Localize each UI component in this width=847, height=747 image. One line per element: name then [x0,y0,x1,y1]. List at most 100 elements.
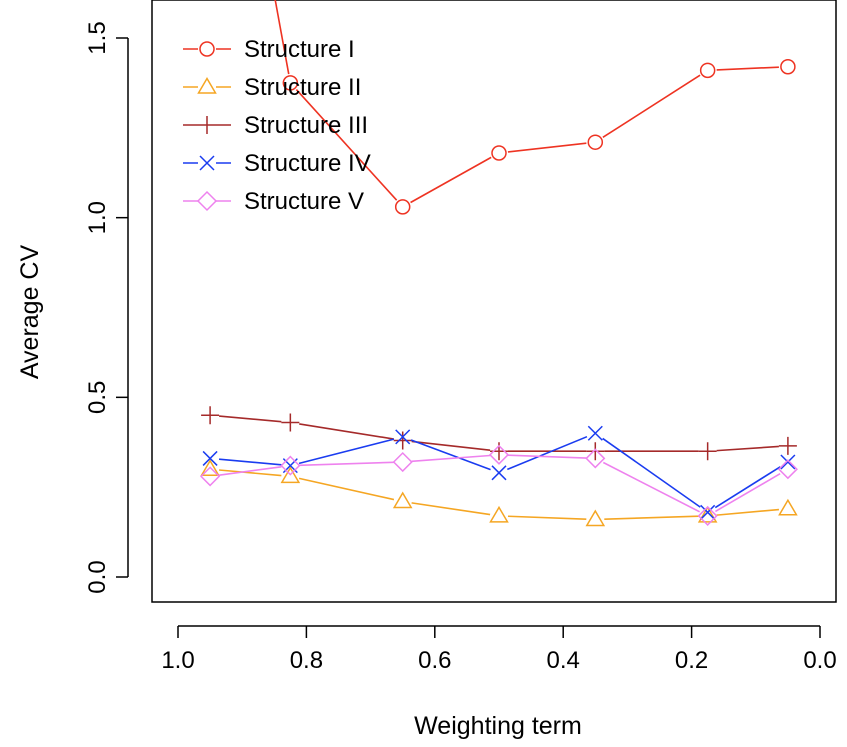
data-point [201,406,220,425]
legend-label: Structure IV [244,150,371,177]
data-point [777,459,798,480]
series-line-segment [507,435,588,471]
legend-item-5: Structure V [183,188,364,215]
data-point [491,465,507,481]
series-line-segment [602,74,701,139]
data-point [394,199,411,215]
series-line-segment [218,469,282,477]
data-point [395,429,411,445]
legend-item-4: Structure IV [183,150,371,177]
data-point [780,454,796,470]
series-line-segment [218,415,282,423]
data-point [778,436,797,455]
y-tick-label: 1.0 [84,201,111,234]
plot-frame [151,0,837,603]
data-point [585,509,606,527]
series-layer [200,0,798,527]
series-line-segment [714,466,781,509]
legend-marker-bg [198,191,216,211]
x-tick-label: 0.2 [675,647,708,674]
series-line-segment [507,454,587,459]
data-point [393,431,412,450]
series-line-segment [218,466,282,476]
data-point [200,466,221,487]
series-line-segment [410,439,491,471]
series-3 [201,406,797,461]
series-5 [200,444,798,526]
series-line-segment [602,461,701,513]
y-tick-label: 0.5 [84,381,111,414]
series-line-segment [299,423,394,440]
legend-marker [199,41,215,57]
y-axis-title: Average CV [16,245,44,380]
x-tick-label: 0.8 [290,647,323,674]
series-line-segment [507,142,587,153]
data-point [392,451,413,473]
data-point [587,425,603,441]
legend-marker-bg [198,77,216,97]
legend-marker [196,190,218,212]
data-point [282,75,299,91]
series-line-segment [716,66,779,71]
data-point [699,62,716,79]
data-point [586,442,605,461]
data-point [778,498,798,516]
legend-label: Structure III [244,112,368,139]
data-point [780,58,796,75]
data-point [280,466,301,484]
series-line-segment [715,473,781,513]
series-line-segment [411,454,491,463]
x-axis: 1.0 0.8 0.6 0.4 0.2 0.0 [161,625,837,674]
series-line-segment [716,445,779,452]
series-1 [274,0,796,215]
legend-label: Structure V [244,188,364,215]
series-line-segment [299,461,394,467]
data-point [392,491,413,509]
series-line-segment [218,458,282,466]
legend-label: Structure I [244,36,355,63]
y-axis: 0.0 0.5 1.0 1.5 [84,21,129,594]
legend-marker [198,116,216,134]
legend: Structure I Structure II Structure III Stru… [183,36,371,215]
legend-marker [197,77,217,94]
data-point [700,504,716,520]
legend-item-3: Structure III [183,112,368,139]
data-point [698,442,717,461]
legend-label: Structure II [244,74,361,101]
x-tick-label: 0.0 [803,647,836,674]
y-tick-label: 0.0 [84,560,111,593]
series-line-segment [411,502,491,516]
data-point [585,448,606,469]
series-2 [200,459,798,527]
series-line-segment [298,477,395,501]
legend-item-2: Structure II [183,74,361,101]
series-line-segment [716,508,780,516]
data-point [697,505,718,523]
legend-item-1: Structure I [183,36,355,63]
data-point [202,450,218,466]
data-point [488,444,510,465]
data-point [491,145,507,161]
data-point [489,505,509,523]
data-point [281,413,300,432]
y-tick-label: 1.5 [84,21,111,54]
series-4 [202,425,796,520]
series-line-segment [604,515,699,521]
data-point [280,455,301,476]
data-point [697,505,718,526]
x-tick-label: 0.4 [547,647,580,674]
legend-marker [199,155,215,171]
x-tick-label: 1.0 [161,647,194,674]
x-tick-label: 0.6 [418,647,451,674]
series-line-segment [298,438,395,465]
series-line-segment [507,515,587,520]
series-line-segment [295,89,398,201]
series-line-segment [274,0,290,75]
series-line-segment [602,437,701,508]
x-axis-title: Weighting term [414,712,582,740]
data-point [200,459,220,476]
series-line-segment [410,156,492,204]
data-point [587,134,604,150]
